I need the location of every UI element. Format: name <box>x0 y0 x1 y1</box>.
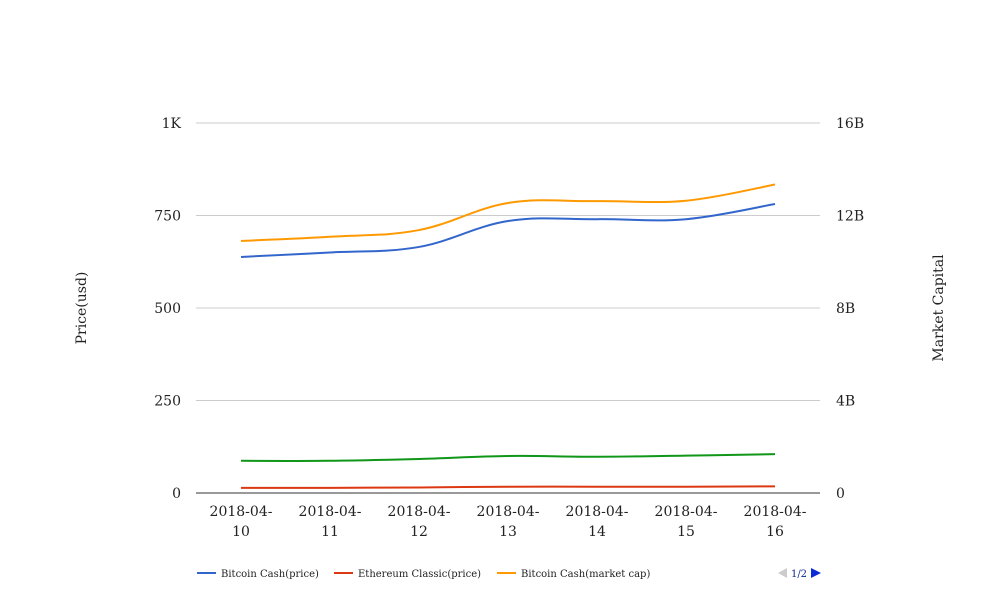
series-line-2[interactable] <box>240 183 776 242</box>
series-line-0[interactable] <box>240 203 776 258</box>
x-tick-label: 2018-04-16 <box>744 504 807 540</box>
right-tick-label: 12B <box>836 209 864 225</box>
x-tick-label: 2018-04-11 <box>299 504 362 540</box>
left-tick-label: 0 <box>172 486 181 502</box>
left-tick-label: 750 <box>154 209 181 225</box>
pager-prev-icon[interactable] <box>778 568 787 578</box>
x-axis: 2018-04-10 2018-04-11 2018-04-12 2018-04-13… <box>210 504 807 540</box>
pager-label: 1/2 <box>791 569 807 580</box>
right-tick-label: 0 <box>836 486 845 502</box>
left-axis-title: Price(usd) <box>74 272 90 345</box>
right-tick-label: 4B <box>836 394 855 410</box>
legend-label[interactable]: Bitcoin Cash(price) <box>221 569 319 580</box>
series-line-3[interactable] <box>240 453 776 462</box>
x-tick-label: 2018-04-15 <box>655 504 718 540</box>
right-y-axis: 0 4B 8B 12B 16B <box>836 116 864 502</box>
x-tick-label: 2018-04-14 <box>566 504 629 540</box>
right-tick-label: 16B <box>836 116 864 132</box>
right-tick-label: 8B <box>836 301 855 317</box>
legend-pager: 1/2 <box>778 568 821 580</box>
left-tick-label: 1K <box>162 116 182 132</box>
legend-label[interactable]: Bitcoin Cash(market cap) <box>521 569 650 580</box>
x-tick-label: 2018-04-13 <box>477 504 540 540</box>
grid-lines <box>196 122 820 401</box>
left-y-axis: 0 250 500 750 1K <box>154 116 181 502</box>
series-lines <box>240 183 776 489</box>
x-tick-label: 2018-04-12 <box>388 504 451 540</box>
left-tick-label: 250 <box>154 394 181 410</box>
pager-next-icon[interactable] <box>811 568 821 578</box>
series-line-1[interactable] <box>240 485 776 489</box>
x-tick-label: 2018-04-10 <box>210 504 273 540</box>
right-axis-title: Market Capital <box>931 254 947 362</box>
legend-label[interactable]: Ethereum Classic(price) <box>358 569 481 580</box>
legend: Bitcoin Cash(price) Ethereum Classic(pric… <box>197 569 650 580</box>
left-tick-label: 500 <box>154 301 181 317</box>
